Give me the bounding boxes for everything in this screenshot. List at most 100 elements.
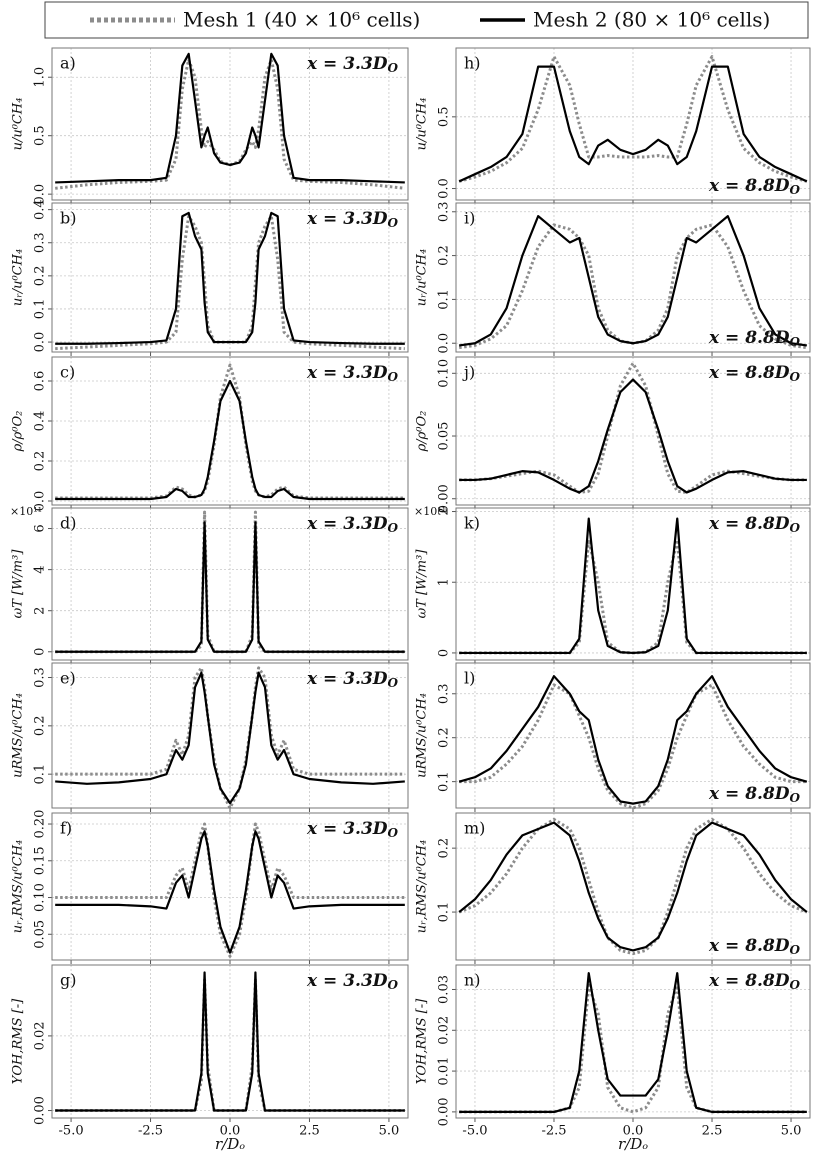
annotation: x = 3.3DO [306, 514, 399, 535]
annotation-main: x = 3.3D [306, 54, 388, 74]
y-tick-label: 1.0 [33, 67, 48, 88]
annotation-main: x = 3.3D [306, 819, 388, 839]
y-axis-label: uᵣ,RMS/u⁰CH₄ [11, 840, 26, 933]
y-tick-label: 0.1 [437, 289, 452, 310]
x-tick-label: -2.5 [541, 1124, 566, 1139]
x-tick-label: 2.5 [702, 1124, 723, 1139]
panel-label: a) [60, 54, 76, 73]
series-line [55, 379, 405, 501]
y-axis-label: uᵣ/u⁰CH₄ [11, 249, 26, 306]
y-tick-label: 0.2 [437, 838, 452, 859]
series-line [459, 215, 807, 347]
y-tick-label: 0.02 [437, 1016, 452, 1045]
y-multiplier: ×10¹¹ [10, 505, 42, 518]
y-tick-label: 0.05 [437, 422, 452, 451]
y-multiplier: ×10¹¹ [414, 505, 446, 518]
y-tick-label: 0.3 [33, 232, 48, 253]
plot-frame [51, 964, 409, 1119]
annotation-main: x = 3.3D [306, 514, 388, 534]
legend-label: Mesh 2 (80 × 10⁶ cells) [533, 8, 770, 32]
series-line [55, 363, 405, 500]
panel-label: e) [60, 669, 76, 688]
annotation: x = 8.8DO [708, 363, 801, 384]
plot-frame [51, 507, 409, 661]
legend-box [44, 1, 809, 39]
annotation: x = 8.8DO [708, 784, 801, 805]
y-tick-label: 0 [437, 649, 452, 657]
annotation: x = 8.8DO [708, 514, 801, 535]
y-tick-label: 0.00 [437, 484, 452, 513]
series-line [458, 675, 808, 805]
series-line [458, 817, 808, 956]
series-line [459, 361, 807, 494]
y-tick-label: 0.1 [437, 902, 452, 923]
plot-frame [51, 47, 409, 201]
y-tick-label: 0.05 [33, 920, 48, 949]
series-line [459, 972, 807, 1113]
y-tick-label: 0.1 [437, 771, 452, 792]
plot-frame [455, 812, 811, 961]
panel-label: n) [464, 971, 481, 990]
y-tick-label: 0.2 [437, 727, 452, 748]
annotation-main: x = 8.8D [708, 176, 790, 196]
y-tick-label: 0.5 [33, 125, 48, 146]
y-tick-label: 0.02 [33, 1021, 48, 1050]
series-line [458, 55, 808, 183]
plot-frame [51, 662, 409, 809]
y-axis-label: uRMS/u⁰CH₄ [415, 693, 430, 778]
annotation-sub: O [388, 978, 399, 992]
x-tick-label: -5.0 [59, 1124, 84, 1139]
series-line [55, 214, 405, 351]
x-tick-label: 0.0 [623, 1124, 644, 1139]
annotation-main: x = 3.3D [306, 971, 388, 991]
y-tick-label: 0.03 [437, 975, 452, 1004]
series-line [55, 971, 405, 1112]
y-tick-label: 1 [437, 578, 452, 586]
x-axis-label: r/Dₒ [618, 1135, 648, 1152]
annotation: x = 3.3DO [306, 54, 399, 75]
y-tick-label: 0.4 [33, 411, 48, 432]
annotation-main: x = 3.3D [306, 209, 388, 229]
y-tick-label: 0.1 [33, 764, 48, 785]
annotation-sub: O [388, 676, 399, 690]
y-tick-label: 0.0 [33, 332, 48, 353]
y-axis-label: uRMS/u⁰CH₄ [11, 693, 26, 778]
series-line [459, 378, 807, 494]
annotation-sub: O [790, 521, 801, 535]
panel-label: l) [464, 669, 475, 688]
annotation-sub: O [790, 183, 801, 197]
annotation-main: x = 8.8D [708, 363, 790, 383]
annotation: x = 3.3DO [306, 669, 399, 690]
annotation-main: x = 8.8D [708, 971, 790, 991]
y-tick-label: 0.3 [437, 683, 452, 704]
annotation-sub: O [790, 791, 801, 805]
y-tick-label: 0.00 [437, 1097, 452, 1126]
plot-frame [455, 662, 811, 809]
x-tick-label: -2.5 [138, 1124, 163, 1139]
panel-label: g) [60, 971, 76, 990]
annotation-main: x = 3.3D [306, 363, 388, 383]
y-tick-label: 0.10 [437, 359, 452, 388]
annotation: x = 8.8DO [708, 328, 801, 349]
series-line [55, 211, 405, 345]
plot-frame [51, 356, 409, 506]
panel-label: h) [464, 54, 481, 73]
y-tick-label: 0.0 [437, 333, 452, 354]
y-tick-label: 0.0 [33, 184, 48, 205]
series-line [459, 517, 807, 655]
series-line [458, 65, 808, 183]
y-axis-label: YOH,RMS [-] [415, 998, 430, 1084]
annotation-sub: O [388, 61, 399, 75]
y-tick-label: 0.01 [437, 1057, 452, 1086]
series-line [55, 822, 405, 958]
y-axis-label: uᵣ/u⁰CH₄ [415, 249, 430, 306]
series-line [458, 821, 808, 952]
panel-label: m) [464, 819, 485, 838]
plot-frame [455, 47, 811, 201]
panel-label: f) [60, 819, 72, 838]
y-tick-label: 0.0 [437, 178, 452, 199]
panel-label: d) [60, 514, 76, 533]
y-tick-label: 0 [33, 648, 48, 656]
annotation: x = 3.3DO [306, 971, 399, 992]
